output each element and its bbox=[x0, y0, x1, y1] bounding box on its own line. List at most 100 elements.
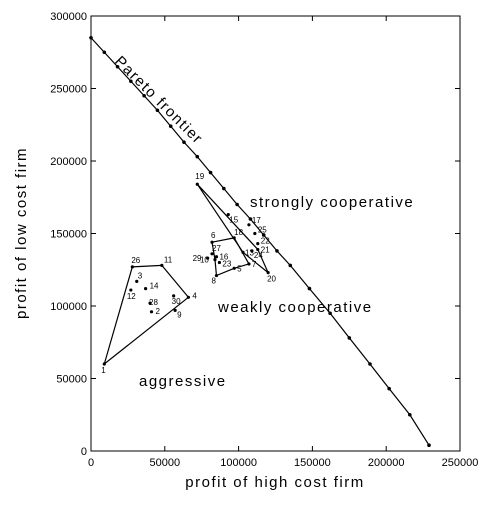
point-28 bbox=[148, 301, 152, 305]
point-label-25: 25 bbox=[258, 226, 267, 235]
point-30 bbox=[172, 294, 176, 298]
point-label-28: 28 bbox=[149, 298, 158, 307]
point-label-26: 26 bbox=[131, 256, 140, 265]
point-label-18: 18 bbox=[234, 228, 243, 237]
point-label-4: 4 bbox=[192, 291, 197, 300]
y-tick-label: 300000 bbox=[50, 11, 87, 23]
point-22 bbox=[256, 242, 260, 246]
y-tick-label: 250000 bbox=[50, 84, 87, 96]
point-label-15: 15 bbox=[229, 216, 238, 225]
x-tick-label: 200000 bbox=[368, 457, 405, 469]
point-16 bbox=[214, 255, 219, 259]
point-26 bbox=[130, 265, 134, 269]
point-17 bbox=[247, 223, 251, 227]
point-11 bbox=[160, 263, 164, 267]
x-tick-label: 100000 bbox=[220, 457, 257, 469]
frontier-point bbox=[142, 93, 146, 98]
point-label-21: 21 bbox=[261, 245, 270, 254]
frontier-point bbox=[102, 50, 107, 55]
point-label-22: 22 bbox=[261, 237, 270, 246]
frontier-point bbox=[307, 286, 312, 291]
frontier-point bbox=[328, 311, 332, 316]
annotation-weakly-cooperative: weakly cooperative bbox=[217, 299, 373, 316]
axes: 0 50000 100000 150000 200000 250000 0 50000 1000… bbox=[50, 11, 478, 469]
frontier-point bbox=[275, 249, 279, 253]
point-18 bbox=[232, 236, 236, 240]
pareto-frontier bbox=[89, 35, 431, 448]
point-5 bbox=[232, 266, 236, 270]
x-tick-label: 0 bbox=[88, 457, 94, 469]
point-23 bbox=[217, 260, 222, 265]
annotation-aggressive: aggressive bbox=[139, 373, 227, 390]
point-label-16: 16 bbox=[219, 253, 228, 262]
point-label-14: 14 bbox=[150, 282, 159, 291]
point-label-29: 29 bbox=[193, 254, 202, 263]
point-25 bbox=[253, 231, 257, 236]
point-8 bbox=[214, 273, 219, 278]
frontier-point bbox=[261, 233, 266, 237]
point-29 bbox=[206, 256, 210, 260]
point-24 bbox=[250, 249, 254, 253]
frontier-point bbox=[115, 64, 120, 69]
point-label-6: 6 bbox=[211, 231, 216, 240]
point-13 bbox=[241, 250, 245, 254]
x-tick-label: 50000 bbox=[150, 457, 181, 469]
x-tick-label: 250000 bbox=[442, 457, 479, 469]
frontier-point bbox=[89, 35, 93, 40]
observation-points: 1234567891011121314151617181920212223242… bbox=[101, 172, 276, 375]
point-12 bbox=[129, 288, 133, 292]
frontier-point bbox=[129, 79, 133, 84]
frontier-point bbox=[408, 412, 412, 417]
point-14 bbox=[144, 287, 148, 291]
y-axis-label: profit of low cost firm bbox=[13, 147, 30, 319]
point-label-27: 27 bbox=[212, 244, 221, 253]
point-19 bbox=[195, 182, 199, 186]
point-6 bbox=[210, 240, 214, 244]
frontier-point bbox=[248, 217, 253, 221]
point-15 bbox=[226, 213, 230, 217]
point-label-9: 9 bbox=[177, 310, 182, 319]
point-label-2: 2 bbox=[156, 307, 161, 316]
frontier-point bbox=[288, 263, 293, 268]
y-tick-label: 0 bbox=[81, 446, 87, 458]
point-27 bbox=[210, 252, 214, 256]
point-label-23: 23 bbox=[222, 260, 231, 269]
point-label-1: 1 bbox=[101, 366, 106, 375]
point-9 bbox=[173, 308, 177, 312]
frontier-point bbox=[427, 443, 431, 448]
point-21 bbox=[256, 247, 260, 252]
point-1 bbox=[102, 362, 106, 366]
point-10 bbox=[213, 258, 217, 262]
point-label-20: 20 bbox=[267, 275, 276, 284]
x-tick-label: 150000 bbox=[294, 457, 331, 469]
annotation-strongly-cooperative: strongly cooperative bbox=[250, 194, 414, 211]
frontier-point bbox=[168, 124, 173, 128]
point-label-19: 19 bbox=[195, 172, 204, 181]
frontier-point bbox=[195, 154, 200, 159]
frontier-point bbox=[347, 336, 352, 340]
frontier-point bbox=[368, 362, 372, 366]
point-label-8: 8 bbox=[211, 277, 216, 286]
point-label-10: 10 bbox=[200, 256, 209, 265]
annotation-pareto-frontier: Pareto frontier bbox=[111, 53, 206, 148]
point-4 bbox=[186, 295, 191, 299]
frontier-point bbox=[182, 140, 186, 144]
point-2 bbox=[149, 310, 154, 314]
point-label-7: 7 bbox=[252, 260, 257, 269]
x-axis-label: profit of high cost firm bbox=[185, 474, 364, 491]
point-label-13: 13 bbox=[245, 248, 254, 257]
y-tick-label: 100000 bbox=[50, 301, 87, 313]
frontier-point bbox=[208, 170, 213, 175]
region-aggressive bbox=[103, 264, 190, 366]
point-20 bbox=[266, 271, 270, 275]
point-label-5: 5 bbox=[237, 264, 242, 273]
point-label-30: 30 bbox=[172, 297, 181, 306]
point-label-12: 12 bbox=[127, 292, 136, 301]
point-label-17: 17 bbox=[252, 216, 261, 225]
frontier-point bbox=[222, 186, 226, 191]
frontier-point bbox=[387, 386, 391, 391]
point-3 bbox=[135, 279, 139, 283]
frontier-point bbox=[155, 108, 160, 113]
point-label-11: 11 bbox=[164, 255, 173, 264]
